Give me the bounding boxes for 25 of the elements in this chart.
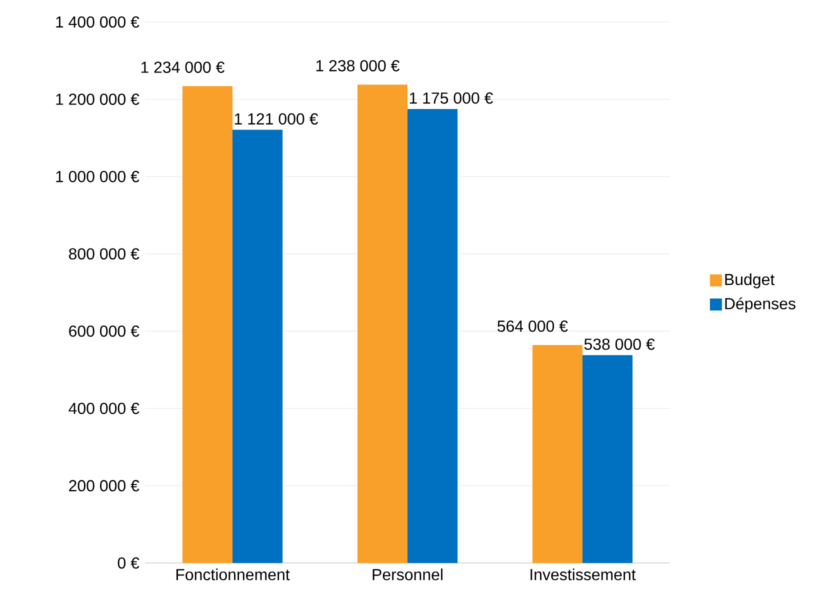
y-tick-label: 400 000 € (68, 402, 140, 414)
bar (232, 130, 283, 563)
x-tick-label: Investissement (530, 568, 636, 580)
data-label: 1 238 000 € (316, 60, 400, 72)
y-tick-label: 0 € (118, 557, 140, 569)
bar (532, 345, 583, 563)
bar (357, 84, 408, 563)
data-label: 1 121 000 € (234, 113, 318, 125)
y-tick-label: 1 000 000 € (56, 170, 140, 182)
data-label: 1 234 000 € (141, 62, 224, 73)
y-tick-label: 1 400 000 € (56, 16, 140, 28)
bar (582, 355, 633, 563)
legend-label: Dépenses (725, 297, 796, 313)
x-tick-label: Fonctionnement (176, 568, 290, 580)
bar (182, 86, 232, 563)
data-label: 538 000 € (584, 338, 655, 350)
bar (408, 108, 458, 563)
y-tick-label: 1 200 000 € (56, 94, 140, 105)
data-label: 1 175 000 € (410, 92, 493, 104)
y-tick-label: 600 000 € (69, 325, 140, 337)
y-tick-label: 200 000 € (69, 480, 140, 492)
legend-label: Budget (725, 273, 775, 288)
x-tick-label: Personnel (372, 568, 442, 580)
data-label: 564 000 € (498, 320, 568, 332)
y-tick-label: 800 000 € (68, 248, 140, 260)
